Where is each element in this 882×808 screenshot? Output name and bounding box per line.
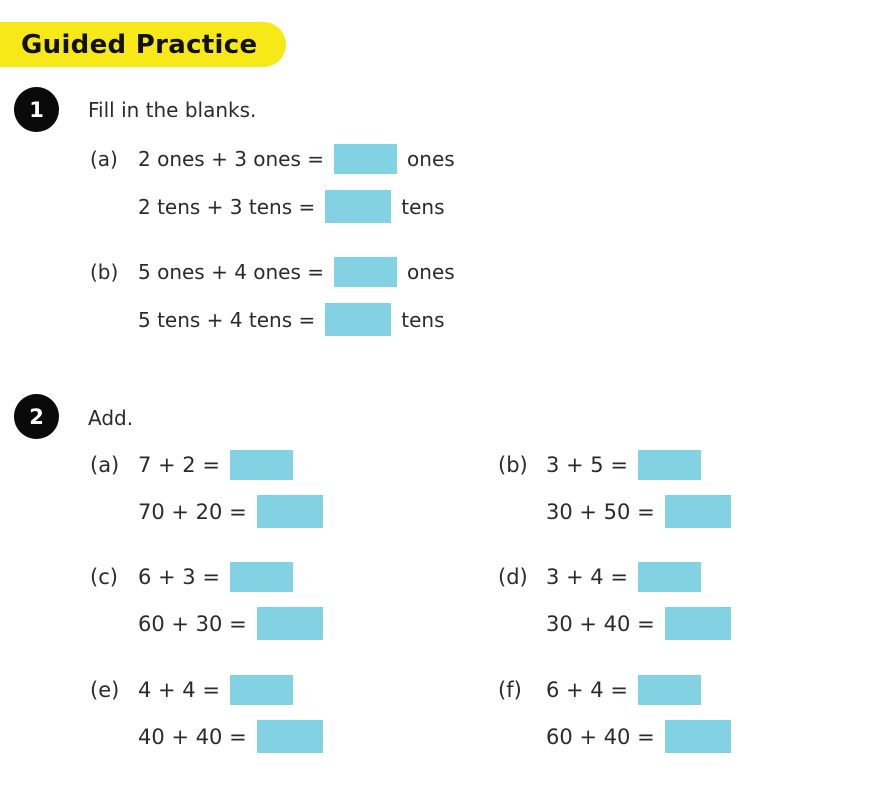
- question-2-number-badge: 2: [14, 394, 59, 439]
- equation-suffix: tens: [401, 307, 445, 332]
- part-label: (b): [90, 259, 119, 284]
- answer-blank[interactable]: [325, 190, 392, 223]
- answer-blank[interactable]: [229, 449, 293, 480]
- answer-blank[interactable]: [637, 674, 701, 705]
- equation-text: 30 + 40 =: [546, 611, 655, 636]
- equation-row-2c1: (c) 6 + 3 =: [90, 560, 293, 593]
- part-label: (c): [90, 564, 118, 589]
- part-label: (d): [498, 564, 528, 589]
- equation-text: 2 ones + 3 ones =: [138, 146, 325, 171]
- section-banner: Guided Practice: [0, 22, 286, 67]
- answer-blank[interactable]: [334, 256, 398, 287]
- equation-text: 4 + 4 =: [138, 677, 220, 702]
- equation-text: 7 + 2 =: [138, 452, 220, 477]
- answer-blank[interactable]: [256, 607, 323, 640]
- equation-row-1a1: (a) 2 ones + 3 ones = ones: [90, 142, 455, 175]
- question-2-prompt: Add.: [88, 406, 134, 430]
- equation-text: 40 + 40 =: [138, 724, 247, 749]
- equation-row-2d2: 30 + 40 =: [498, 607, 731, 640]
- equation-text: 6 + 4 =: [546, 677, 628, 702]
- equation-row-1b1: (b) 5 ones + 4 ones = ones: [90, 255, 455, 288]
- equation-row-1a2: 2 tens + 3 tens = tens: [90, 190, 445, 223]
- equation-text: 5 ones + 4 ones =: [138, 259, 325, 284]
- part-label: (b): [498, 452, 528, 477]
- equation-row-2e2: 40 + 40 =: [90, 720, 323, 753]
- equation-text: 6 + 3 =: [138, 564, 220, 589]
- answer-blank[interactable]: [664, 720, 731, 753]
- equation-row-2f1: (f) 6 + 4 =: [498, 673, 701, 706]
- equation-suffix: ones: [407, 146, 455, 171]
- question-1-prompt: Fill in the blanks.: [88, 98, 257, 122]
- equation-text: 2 tens + 3 tens =: [138, 194, 316, 219]
- equation-text: 3 + 5 =: [546, 452, 628, 477]
- equation-row-2b1: (b) 3 + 5 =: [498, 448, 701, 481]
- equation-row-2c2: 60 + 30 =: [90, 607, 323, 640]
- answer-blank[interactable]: [325, 303, 392, 336]
- section-title: Guided Practice: [21, 29, 258, 60]
- equation-row-2e1: (e) 4 + 4 =: [90, 673, 293, 706]
- answer-blank[interactable]: [229, 674, 293, 705]
- equation-row-2a2: 70 + 20 =: [90, 495, 323, 528]
- equation-row-2d1: (d) 3 + 4 =: [498, 560, 701, 593]
- answer-blank[interactable]: [664, 495, 731, 528]
- answer-blank[interactable]: [637, 561, 701, 592]
- answer-blank[interactable]: [664, 607, 731, 640]
- answer-blank[interactable]: [334, 143, 398, 174]
- equation-row-2f2: 60 + 40 =: [498, 720, 731, 753]
- part-label: (a): [90, 146, 118, 171]
- answer-blank[interactable]: [229, 561, 293, 592]
- question-1-number-badge: 1: [14, 87, 59, 132]
- part-label: (f): [498, 677, 522, 702]
- answer-blank[interactable]: [256, 720, 323, 753]
- equation-text: 5 tens + 4 tens =: [138, 307, 316, 332]
- part-label: (e): [90, 677, 120, 702]
- equation-row-2b2: 30 + 50 =: [498, 495, 731, 528]
- answer-blank[interactable]: [256, 495, 323, 528]
- equation-text: 3 + 4 =: [546, 564, 628, 589]
- equation-text: 60 + 30 =: [138, 611, 247, 636]
- equation-suffix: tens: [401, 194, 445, 219]
- equation-row-1b2: 5 tens + 4 tens = tens: [90, 303, 445, 336]
- equation-suffix: ones: [407, 259, 455, 284]
- equation-row-2a1: (a) 7 + 2 =: [90, 448, 293, 481]
- part-label: (a): [90, 452, 120, 477]
- equation-text: 60 + 40 =: [546, 724, 655, 749]
- equation-text: 30 + 50 =: [546, 499, 655, 524]
- answer-blank[interactable]: [637, 449, 701, 480]
- equation-text: 70 + 20 =: [138, 499, 247, 524]
